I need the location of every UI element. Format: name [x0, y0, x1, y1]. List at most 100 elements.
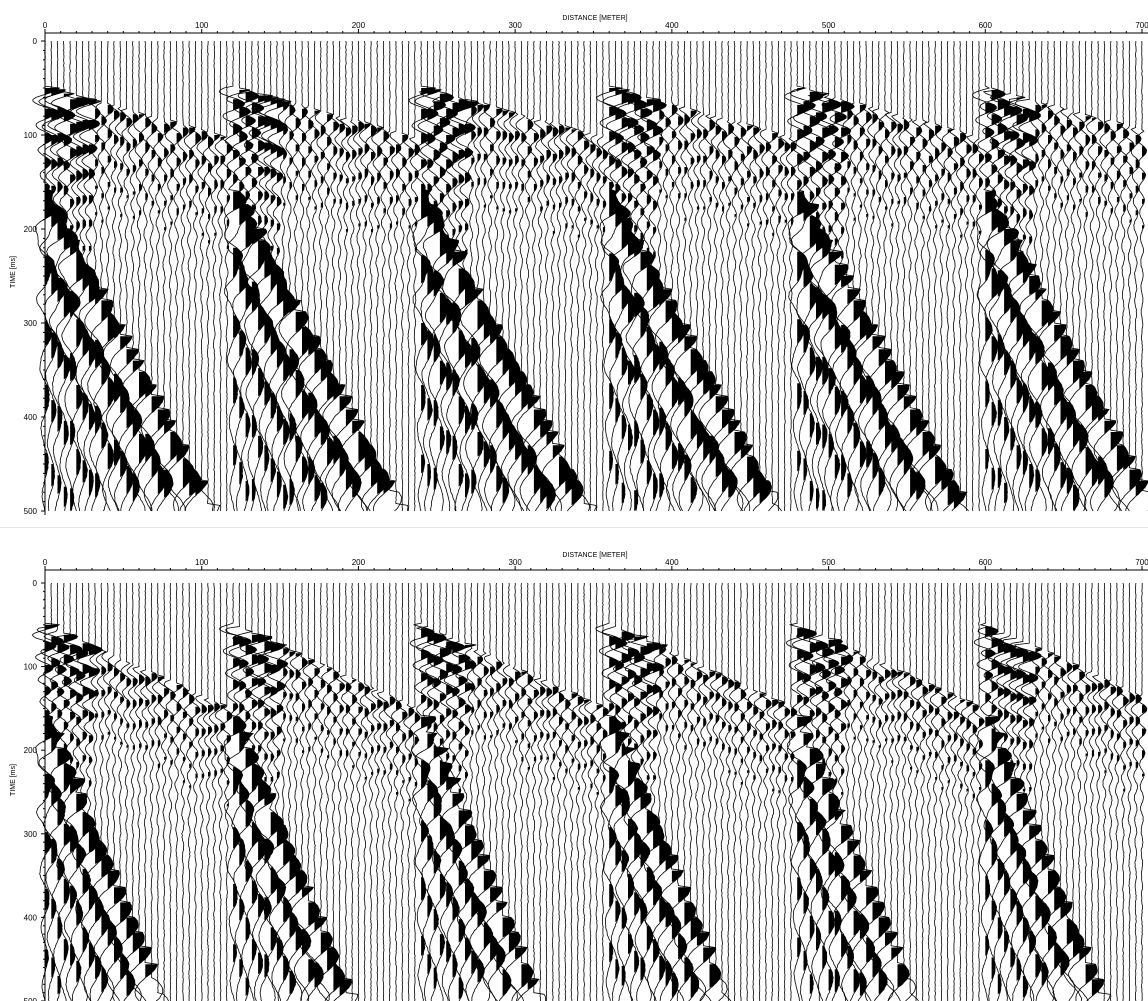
trace-fill [841, 127, 851, 137]
trace-fill [590, 760, 594, 767]
trace-fill [1091, 118, 1097, 122]
trace-fill [960, 208, 963, 216]
seismic-trace [655, 40, 678, 512]
trace-fill [352, 741, 355, 747]
trace-fill [772, 743, 776, 751]
trace-fill [841, 745, 845, 754]
trace-fill [1110, 182, 1114, 190]
trace-fill [364, 708, 369, 717]
trace-fill [465, 148, 473, 160]
trace-fill [233, 703, 238, 712]
trace-fill [508, 210, 511, 214]
seismic-trace [634, 40, 662, 512]
seismic-trace [1056, 582, 1079, 1001]
trace-fill [1010, 232, 1014, 239]
trace-fill [233, 247, 243, 278]
trace-fill [490, 379, 499, 408]
trace-fill [621, 743, 635, 757]
trace-fill [358, 706, 363, 714]
trace-fill [164, 733, 167, 739]
seismic-trace [916, 582, 929, 1001]
trace-fill [646, 775, 650, 781]
trace-fill [490, 324, 503, 344]
trace-fill [910, 187, 913, 196]
trace-fill [891, 738, 894, 744]
trace-fill [396, 168, 400, 179]
trace-fill [928, 129, 934, 141]
trace-fill [1110, 686, 1116, 695]
seismic-trace [905, 41, 930, 512]
trace-fill [734, 432, 747, 455]
seismic-trace [239, 582, 266, 1001]
trace-fill [922, 432, 935, 457]
seismic-trace [237, 40, 268, 512]
trace-fill [477, 153, 481, 162]
trace-fill [527, 979, 539, 990]
trace-fill [1004, 206, 1008, 214]
seismic-trace [1124, 582, 1136, 1001]
trace-fill [120, 214, 122, 218]
trace-fill [345, 151, 351, 162]
seismic-trace [409, 582, 421, 1001]
seismic-trace [221, 40, 233, 512]
trace-fill [822, 669, 831, 680]
trace-fill [182, 756, 186, 762]
trace-fill [408, 753, 412, 761]
trace-fill [872, 138, 877, 149]
seismic-trace [517, 582, 540, 1001]
trace-fill [63, 763, 77, 792]
trace-fill [527, 170, 531, 179]
trace-fill [640, 251, 654, 271]
trace-fill [132, 409, 142, 438]
trace-fill [308, 197, 311, 201]
trace-fill [552, 753, 556, 761]
trace-fill [57, 277, 68, 303]
trace-fill [533, 735, 537, 742]
seismic-trace [91, 582, 114, 1001]
trace-fill [446, 298, 456, 325]
trace-fill [1116, 733, 1120, 741]
seismic-trace [145, 582, 164, 1001]
trace-fill [910, 721, 914, 731]
trace-fill [1110, 753, 1113, 761]
seismic-trace [565, 582, 578, 1001]
trace-fill [1098, 751, 1101, 757]
trace-fill [364, 753, 367, 759]
trace-fill [270, 731, 275, 741]
trace-fill [640, 713, 646, 722]
trace-fill [182, 204, 186, 211]
trace-fill [1016, 138, 1025, 150]
trace-fill [1004, 155, 1011, 166]
trace-fill [233, 377, 238, 404]
trace-fill [132, 678, 138, 687]
trace-fill [834, 666, 845, 675]
trace-fill [866, 669, 872, 679]
trace-fill [283, 713, 286, 721]
y-tick-label: 400 [24, 913, 38, 922]
seismic-trace [967, 583, 980, 1001]
trace-fill [1016, 240, 1020, 246]
seismic-trace [433, 582, 462, 1001]
seismic-trace [473, 40, 496, 512]
trace-fill [76, 649, 89, 660]
trace-fill [678, 664, 684, 675]
trace-fill [214, 232, 217, 237]
trace-fill [490, 666, 495, 675]
trace-fill [477, 127, 482, 137]
trace-fill [671, 104, 678, 117]
trace-fill [1073, 204, 1076, 211]
trace-fill [891, 172, 895, 181]
trace-fill [51, 332, 58, 359]
seismic-trace [954, 40, 969, 512]
trace-fill [508, 723, 512, 731]
trace-fill [621, 698, 627, 709]
trace-fill [465, 644, 477, 649]
seismic-trace [855, 40, 879, 512]
seismic-trace [973, 583, 1001, 1001]
trace-fill [552, 127, 559, 137]
trace-fill [985, 127, 994, 139]
trace-fill [910, 409, 923, 432]
seismic-trace [97, 41, 120, 512]
seismic-trace [115, 41, 139, 512]
trace-fill [640, 899, 648, 925]
